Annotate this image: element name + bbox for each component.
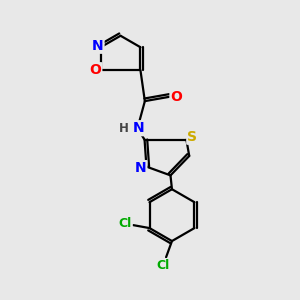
Text: H: H bbox=[119, 122, 129, 135]
Text: Cl: Cl bbox=[118, 217, 132, 230]
Text: O: O bbox=[89, 63, 101, 77]
Text: N: N bbox=[135, 161, 146, 175]
Text: N: N bbox=[133, 121, 145, 135]
Text: S: S bbox=[187, 130, 197, 144]
Text: N: N bbox=[92, 39, 103, 53]
Text: O: O bbox=[170, 90, 182, 104]
Text: Cl: Cl bbox=[157, 259, 170, 272]
